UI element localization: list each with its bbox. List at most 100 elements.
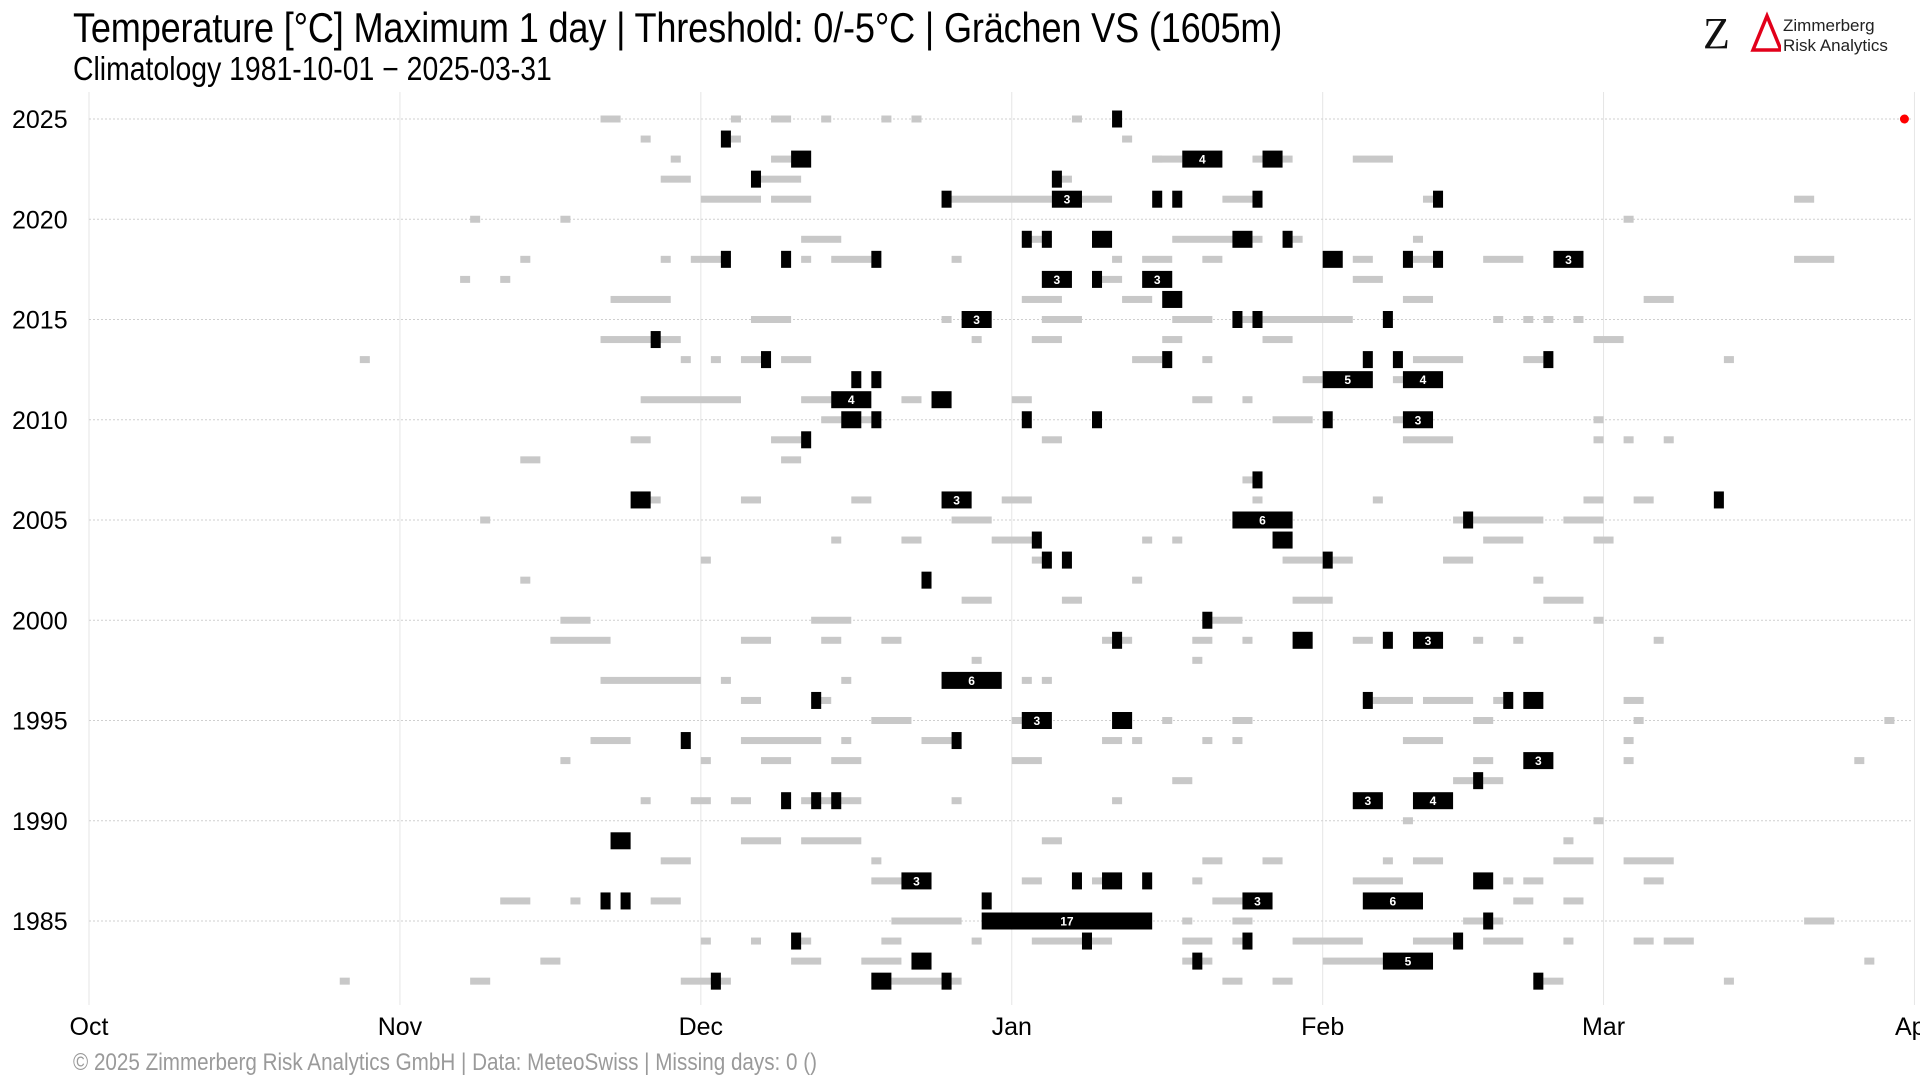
below-threshold-bar: [1623, 737, 1634, 745]
below-threshold-bar: [1352, 636, 1373, 644]
below-threshold-bar: [1081, 195, 1113, 203]
below-threshold-bar: [1112, 797, 1123, 805]
below-threshold-bar: [560, 757, 571, 765]
spell-bar: [680, 732, 691, 750]
below-threshold-bar: [801, 396, 832, 404]
spell-bar: [1142, 270, 1173, 288]
below-threshold-bar: [901, 396, 922, 404]
below-threshold-bar: [1473, 636, 1484, 644]
spell-bar: [1092, 230, 1113, 248]
below-threshold-bar: [700, 757, 711, 765]
below-threshold-bar: [1262, 857, 1283, 865]
below-threshold-bar: [600, 115, 621, 123]
spell-bar: [1152, 190, 1163, 208]
x-tick-label: Mar: [1582, 1013, 1625, 1041]
spell-bar: [791, 150, 812, 168]
below-threshold-bar: [1643, 877, 1664, 885]
spell-bar: [1362, 691, 1373, 709]
spell-bar: [1051, 170, 1062, 188]
below-threshold-bar: [1884, 717, 1895, 724]
spell-bar: [871, 411, 882, 429]
spell-length-label: 4: [848, 393, 855, 407]
spell-bar: [871, 371, 882, 389]
below-threshold-bar: [740, 737, 822, 745]
x-tick-label: Dec: [679, 1013, 723, 1041]
spell-bar: [1172, 190, 1183, 208]
below-threshold-bar: [1031, 336, 1062, 344]
below-threshold-bar: [640, 496, 661, 504]
y-tick-label: 2005: [12, 507, 68, 535]
below-threshold-bar: [1563, 937, 1574, 945]
spell-bar: [1252, 190, 1263, 208]
below-threshold-bar: [1623, 857, 1674, 865]
below-threshold-bar: [1412, 235, 1423, 243]
below-threshold-bar: [831, 255, 872, 263]
spell-bar: [1061, 551, 1072, 569]
below-threshold-bar: [1172, 235, 1263, 243]
spell-bar: [981, 912, 1153, 930]
spell-bar: [941, 190, 952, 208]
spell-length-label: 4: [1199, 153, 1206, 167]
below-threshold-bar: [1222, 195, 1253, 203]
below-threshold-bar: [801, 837, 862, 845]
below-threshold-bar: [1513, 636, 1524, 644]
below-threshold-bar: [740, 837, 782, 845]
below-threshold-bar: [480, 516, 491, 524]
below-threshold-bar: [1232, 717, 1253, 724]
below-threshold-bar: [1232, 737, 1243, 745]
spell-bar: [781, 250, 792, 268]
below-threshold-bar: [1192, 636, 1213, 644]
spell-bar: [1162, 290, 1183, 308]
below-threshold-bar: [1382, 857, 1393, 865]
below-threshold-bar: [1061, 596, 1082, 604]
spell-bar: [1112, 110, 1123, 128]
below-threshold-bar: [1463, 917, 1504, 925]
spell-bar: [1382, 311, 1393, 328]
spell-bar: [650, 331, 661, 349]
spell-bar: [1402, 411, 1434, 429]
spell-bar: [1553, 250, 1584, 268]
spell-bar: [961, 311, 992, 328]
below-threshold-bar: [1483, 937, 1524, 945]
below-threshold-bar: [1503, 877, 1514, 885]
below-threshold-bar: [951, 516, 992, 524]
below-threshold-bar: [359, 356, 370, 364]
footer-credits: © 2025 Zimmerberg Risk Analytics GmbH | …: [73, 1049, 817, 1076]
below-threshold-bar: [1493, 696, 1504, 704]
logo-letter-z: Z: [1703, 10, 1730, 54]
below-threshold-bar: [1623, 757, 1634, 765]
spell-bar: [791, 932, 802, 950]
below-threshold-bar: [1252, 155, 1263, 163]
below-threshold-bar: [660, 175, 691, 183]
below-threshold-bar: [841, 676, 852, 684]
spell-bar: [1051, 190, 1082, 208]
below-threshold-bar: [670, 155, 681, 163]
spell-length-label: 5: [1344, 373, 1351, 387]
spell-bar: [1392, 351, 1403, 369]
below-threshold-bar: [851, 496, 872, 504]
spell-bar: [1543, 351, 1554, 369]
below-threshold-bar: [690, 255, 731, 263]
spell-bar: [1242, 892, 1273, 910]
spell-bar: [1252, 471, 1263, 489]
below-threshold-bar: [1242, 476, 1253, 484]
below-threshold-bar: [1804, 917, 1835, 925]
spell-length-label: 3: [913, 874, 920, 888]
spell-bar: [801, 431, 812, 449]
below-threshold-bar: [1182, 937, 1213, 945]
spell-bar: [1162, 351, 1173, 369]
spell-bar: [831, 792, 842, 810]
spell-bar: [941, 671, 1002, 689]
chart-title: Temperature [°C] Maximum 1 day | Thresho…: [73, 4, 1283, 51]
logo-line2: Risk Analytics: [1783, 36, 1888, 55]
below-threshold-bar: [1011, 717, 1022, 724]
x-tick-label: Apr: [1895, 1013, 1920, 1041]
spell-length-label: 3: [1033, 714, 1040, 728]
spell-length-label: 3: [1425, 634, 1432, 648]
spell-length-label: 6: [1259, 514, 1266, 528]
below-threshold-bar: [1533, 576, 1544, 584]
below-threshold-bar: [891, 917, 962, 925]
below-threshold-bar: [1142, 255, 1173, 263]
below-threshold-bar: [520, 456, 541, 464]
spell-bar: [761, 351, 772, 369]
